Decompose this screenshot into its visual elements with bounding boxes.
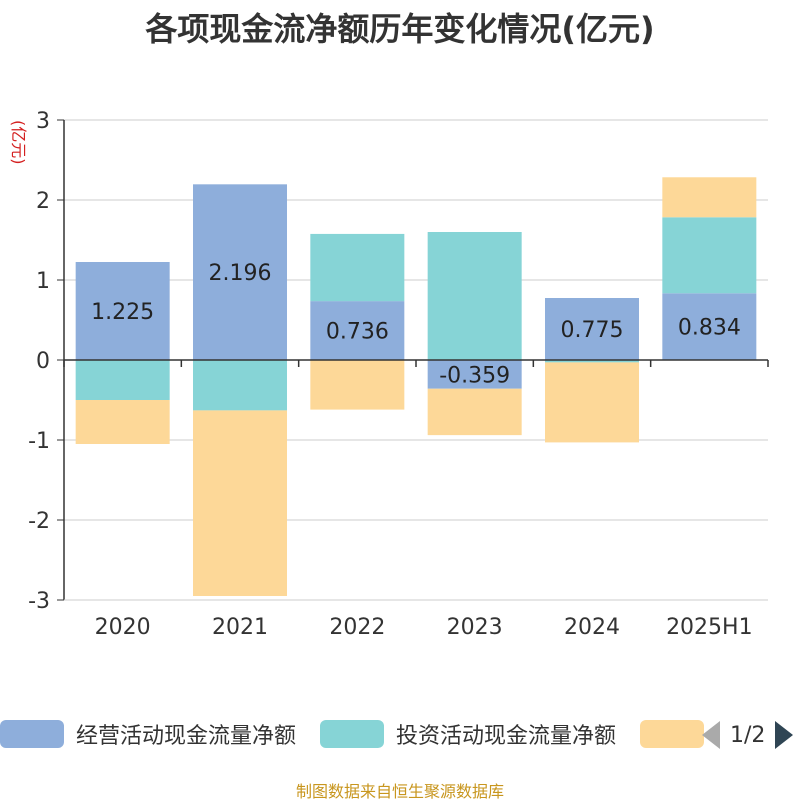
legend-item-operating[interactable]: 经营活动现金流量净额 (0, 716, 296, 752)
data-label-2020: 1.225 (91, 300, 154, 325)
legend-item-investing[interactable]: 投资活动现金流量净额 (320, 716, 616, 752)
data-label-2025H1: 0.834 (678, 316, 741, 341)
data-label-2024: 0.775 (561, 318, 624, 343)
x-tick-label: 2020 (95, 615, 151, 640)
bar-series1-2020 (75, 360, 170, 400)
x-tick-label: 2023 (447, 615, 503, 640)
next-page-icon[interactable] (775, 721, 794, 749)
bar-series2-2025H1 (662, 177, 757, 218)
bar-series1-2024 (545, 360, 639, 363)
legend-label-investing: 投资活动现金流量净额 (396, 724, 617, 749)
legend-pager: 1/2 (702, 720, 794, 750)
page-indicator: 1/2 (730, 722, 766, 748)
bar-series0-2020 (75, 262, 170, 360)
legend-swatch-financing (640, 720, 704, 748)
bar-chart: 3 2 1 0 -1 -2 -3 1.225 2020 2.196 2021 0.736 2022 -0.… (28, 109, 769, 640)
bar-series0-2021 (193, 184, 287, 360)
bar-series0-2023 (427, 360, 522, 389)
bar-series1-2022 (310, 233, 405, 302)
x-tick-label: 2024 (564, 615, 620, 640)
bar-series1-2023 (427, 232, 522, 360)
y-tick-label: -1 (28, 429, 50, 454)
bar-series2-2024 (545, 362, 639, 443)
y-tick-label: 2 (36, 189, 50, 214)
chart-title: 各项现金流净额历年变化情况(亿元) (145, 10, 655, 48)
bar-series1-2021 (193, 360, 287, 411)
bar-series2-2023 (427, 388, 522, 436)
data-label-2023: -0.359 (439, 363, 510, 388)
data-source: 制图数据来自恒生聚源数据库 (295, 782, 504, 801)
legend-item-financing[interactable] (640, 716, 716, 752)
y-tick-label: -2 (28, 509, 50, 534)
legend-swatch-operating (0, 720, 64, 748)
y-tick-label: -3 (28, 589, 50, 614)
bar-series1-2025H1 (662, 217, 757, 294)
bar-series2-2020 (75, 400, 170, 444)
y-tick-label: 1 (36, 269, 50, 294)
y-tick-label: 3 (36, 109, 50, 134)
x-tick-label: 2022 (329, 615, 385, 640)
legend-label-operating: 经营活动现金流量净额 (76, 724, 297, 749)
bar-series2-2022 (310, 360, 405, 410)
prev-page-icon[interactable] (702, 721, 720, 749)
y-tick-label: 0 (36, 349, 50, 374)
x-tick-label: 2025H1 (666, 615, 753, 640)
data-label-2021: 2.196 (209, 261, 272, 286)
bar-series0-2024 (545, 298, 639, 360)
legend-swatch-investing (320, 720, 384, 748)
legend: 经营活动现金流量净额 投资活动现金流量净额 (0, 716, 800, 756)
bar-series0-2025H1 (662, 293, 757, 360)
bar-series2-2021 (193, 410, 287, 596)
data-label-2022: 0.736 (326, 320, 389, 345)
x-tick-label: 2021 (212, 615, 268, 640)
bar-series0-2022 (310, 301, 405, 360)
